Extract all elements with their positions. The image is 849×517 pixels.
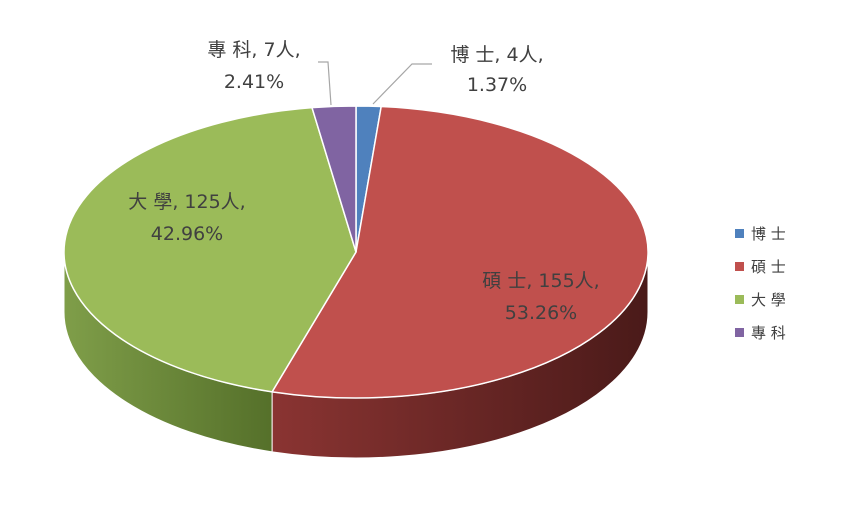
pie-slice-3	[311, 105, 357, 253]
legend-swatch-0	[735, 229, 744, 238]
data-label-1-line2: 53.26%	[505, 302, 577, 324]
legend-label-0: 博 士	[751, 225, 786, 243]
data-label-3-line1: 專 科, 7人,	[207, 39, 300, 61]
legend-swatch-3	[735, 328, 744, 337]
data-label-2-line2: 42.96%	[151, 223, 223, 245]
legend-label-1: 碩 士	[751, 258, 786, 276]
leader-line-3	[318, 61, 332, 106]
data-label-3-line2: 2.41%	[224, 71, 284, 93]
data-label-2-line1: 大 學, 125人,	[128, 191, 245, 213]
data-label-0-line1: 博 士, 4人,	[450, 44, 543, 66]
legend: 博 士碩 士大 學專 科	[735, 225, 786, 342]
leader-lines	[318, 61, 432, 106]
data-label-0-line2: 1.37%	[467, 74, 527, 96]
legend-swatch-1	[735, 262, 744, 271]
pie-slice-1	[270, 105, 649, 399]
pie-slice-2	[63, 106, 357, 393]
legend-label-3: 專 科	[751, 324, 786, 342]
leader-line-0	[372, 63, 432, 105]
legend-label-2: 大 學	[751, 291, 786, 309]
pie-slices	[63, 105, 649, 399]
legend-swatch-2	[735, 295, 744, 304]
data-label-1-line1: 碩 士, 155人,	[482, 270, 599, 292]
data-labels: 博 士, 4人, 1.37% 碩 士, 155人, 53.26% 大 學, 125人, 4…	[128, 39, 599, 324]
